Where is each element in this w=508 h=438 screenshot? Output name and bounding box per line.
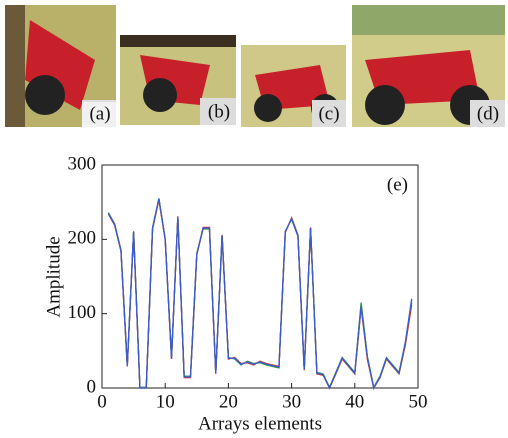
line-series [107, 198, 413, 390]
x-tick-label: 0 [97, 391, 107, 412]
photo-c [241, 45, 346, 127]
line-series [107, 199, 413, 390]
x-tick-label: 10 [156, 391, 175, 412]
y-tick-label: 100 [68, 302, 97, 323]
panel-label: (c) [318, 103, 339, 124]
line-series [107, 199, 413, 390]
photo-d [352, 5, 505, 127]
y-tick-label: 0 [87, 376, 97, 397]
y-tick-label: 300 [68, 153, 97, 174]
x-axis-label: Arrays elements [198, 413, 322, 434]
y-axis-label: Amplitude [43, 236, 64, 317]
plot-frame [101, 164, 419, 389]
x-tick-label: 30 [282, 391, 301, 412]
photo-a [5, 5, 116, 127]
y-tick-label: 200 [68, 228, 97, 249]
x-tick-label: 50 [409, 391, 428, 412]
photo-b [120, 35, 236, 125]
line-series [107, 198, 413, 390]
x-tick-label: 40 [345, 391, 364, 412]
panel-label: (a) [89, 103, 110, 124]
panel-label: (b) [208, 101, 230, 122]
panel-label: (d) [477, 103, 499, 124]
x-tick-label: 20 [219, 391, 238, 412]
chart-panel-label: (e) [387, 174, 408, 195]
